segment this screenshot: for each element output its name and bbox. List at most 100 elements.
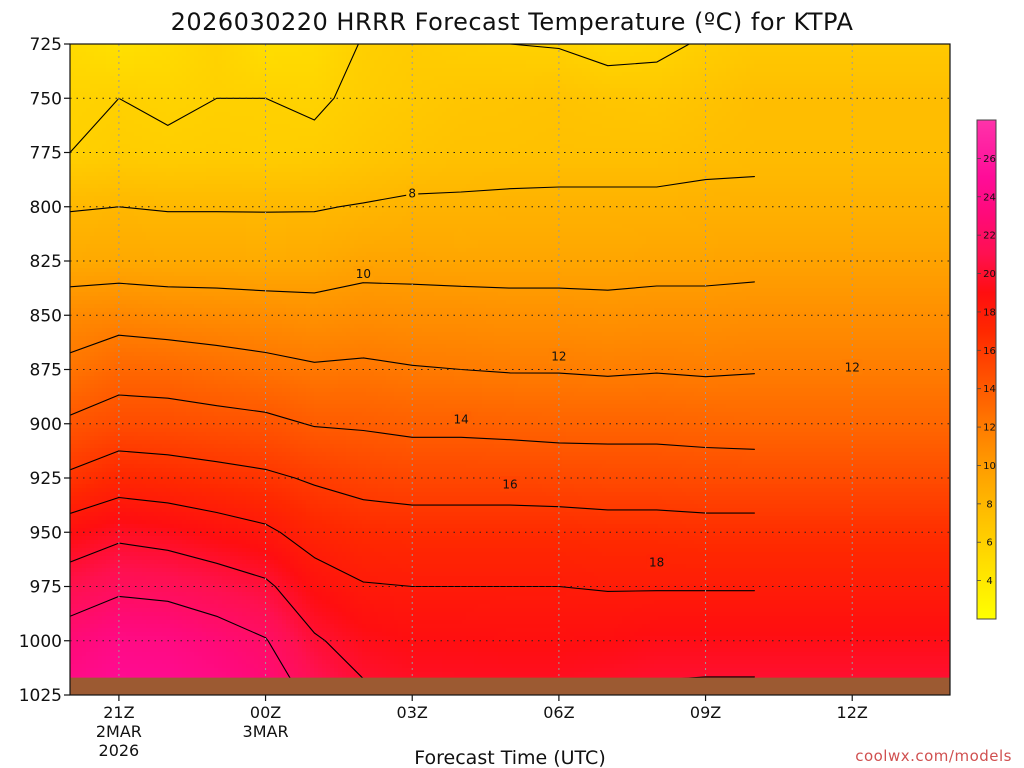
heat-cell xyxy=(126,52,131,57)
heat-cell xyxy=(894,112,899,117)
heat-cell xyxy=(610,52,615,57)
heat-cell xyxy=(750,76,755,81)
heat-cell xyxy=(190,128,195,133)
heat-cell xyxy=(534,72,539,77)
heat-cell xyxy=(542,76,547,81)
heat-cell xyxy=(366,44,371,49)
heat-cell xyxy=(278,124,283,129)
heat-cell xyxy=(682,112,687,117)
heat-cell xyxy=(182,76,187,81)
heat-cell xyxy=(862,68,867,73)
heat-cell xyxy=(350,64,355,69)
heat-cell xyxy=(750,88,755,93)
heat-cell xyxy=(670,84,675,89)
heat-cell xyxy=(414,100,419,105)
heat-cell xyxy=(618,60,623,65)
heat-cell xyxy=(534,56,539,61)
heat-cell xyxy=(202,116,207,121)
heat-cell xyxy=(906,116,911,121)
heat-cell xyxy=(138,128,143,133)
heat-cell xyxy=(566,60,571,65)
heat-cell xyxy=(550,84,555,89)
heat-cell xyxy=(186,48,191,53)
heat-cell xyxy=(502,72,507,77)
heat-cell xyxy=(462,88,467,93)
heat-cell xyxy=(914,60,919,65)
heat-cell xyxy=(466,84,471,89)
heat-cell xyxy=(222,64,227,69)
heat-cell xyxy=(418,48,423,53)
heat-cell xyxy=(598,96,603,101)
heat-cell xyxy=(670,88,675,93)
heat-cell xyxy=(458,68,463,73)
heat-cell xyxy=(362,52,367,57)
heat-cell xyxy=(546,72,551,77)
heat-cell xyxy=(174,132,179,137)
heat-cell xyxy=(374,84,379,89)
heat-cell xyxy=(118,44,123,49)
heat-cell xyxy=(914,72,919,77)
heat-cell xyxy=(310,76,315,81)
heat-cell xyxy=(134,120,139,125)
heat-cell xyxy=(862,120,867,125)
heat-cell xyxy=(350,132,355,137)
heat-cell xyxy=(446,48,451,53)
heat-cell xyxy=(434,124,439,129)
heat-cell xyxy=(538,72,543,77)
heat-cell xyxy=(658,76,663,81)
heat-cell xyxy=(214,44,219,49)
heat-cell xyxy=(370,112,375,117)
heat-cell xyxy=(806,44,811,49)
heat-cell xyxy=(138,120,143,125)
heat-cell xyxy=(626,68,631,73)
heat-cell xyxy=(838,84,843,89)
heat-cell xyxy=(554,44,559,49)
heat-cell xyxy=(434,80,439,85)
heat-cell xyxy=(562,52,567,57)
heat-cell xyxy=(98,112,103,117)
heat-cell xyxy=(278,92,283,97)
heat-cell xyxy=(730,84,735,89)
heat-cell xyxy=(422,128,427,133)
heat-cell xyxy=(326,120,331,125)
heat-cell xyxy=(830,108,835,113)
heat-cell xyxy=(826,88,831,93)
heat-cell xyxy=(226,76,231,81)
heat-cell xyxy=(610,92,615,97)
heat-cell xyxy=(78,100,83,105)
heat-cell xyxy=(830,124,835,129)
heat-cell xyxy=(714,76,719,81)
heat-cell xyxy=(610,76,615,81)
heat-cell xyxy=(838,52,843,57)
heat-cell xyxy=(206,128,211,133)
heat-cell xyxy=(254,68,259,73)
heat-cell xyxy=(86,88,91,93)
heat-cell xyxy=(466,112,471,117)
heat-cell xyxy=(222,132,227,137)
heat-cell xyxy=(342,132,347,137)
heat-cell xyxy=(474,108,479,113)
heat-cell xyxy=(270,128,275,133)
heat-cell xyxy=(230,52,235,57)
heat-cell xyxy=(738,120,743,125)
heat-cell xyxy=(750,104,755,109)
heat-cell xyxy=(434,88,439,93)
heat-cell xyxy=(698,68,703,73)
heat-cell xyxy=(450,104,455,109)
heat-cell xyxy=(830,76,835,81)
heat-cell xyxy=(794,72,799,77)
heat-cell xyxy=(490,112,495,117)
heat-cell xyxy=(858,64,863,69)
heat-cell xyxy=(874,108,879,113)
heat-cell xyxy=(918,96,923,101)
heat-cell xyxy=(346,124,351,129)
heat-cell xyxy=(818,48,823,53)
heat-cell xyxy=(290,80,295,85)
heat-cell xyxy=(642,96,647,101)
heat-cell xyxy=(270,84,275,89)
heat-cell xyxy=(142,76,147,81)
heat-cell xyxy=(326,60,331,65)
heat-cell xyxy=(494,128,499,133)
heat-cell xyxy=(342,60,347,65)
heat-cell xyxy=(118,68,123,73)
